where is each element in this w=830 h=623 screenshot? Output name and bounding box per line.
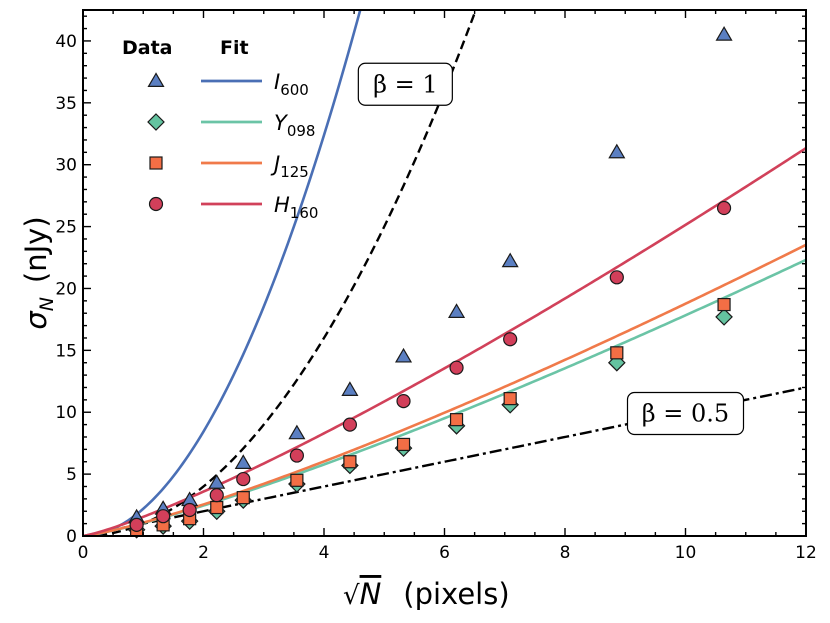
- annotation-label: β = 0.5: [642, 399, 729, 427]
- legend-row-j125: J125: [149, 152, 309, 181]
- x-tick-label: 2: [198, 543, 209, 563]
- annotation-box: β = 1: [357, 62, 453, 106]
- svg-text:σN(nJy): σN (nJy): [19, 216, 58, 329]
- marker-y098: [715, 308, 733, 326]
- marker-h160: [209, 488, 224, 503]
- legend-row-y098: Y098: [147, 111, 315, 140]
- y-axis-label-sub: N: [36, 297, 58, 311]
- y-tick-label: 15: [55, 341, 77, 361]
- fit-lines: [83, 10, 806, 536]
- marker-h160: [289, 448, 304, 463]
- marker-j125: [396, 437, 411, 452]
- y-tick-label: 25: [55, 218, 77, 238]
- marker-h160: [129, 517, 144, 532]
- marker-h160: [182, 502, 197, 518]
- x-tick-label: 8: [560, 543, 571, 563]
- axis-ticks: [82, 10, 807, 537]
- marker-h160: [716, 200, 732, 216]
- marker-j125: [717, 297, 731, 312]
- marker-j125: [236, 491, 250, 505]
- marker-j125: [449, 413, 464, 427]
- legend-label-sub: 160: [290, 204, 319, 222]
- legend-row-i600: I600: [147, 70, 309, 99]
- marker-h160: [503, 332, 518, 347]
- x-tick-label: 6: [439, 543, 450, 563]
- x-tick-label: 10: [675, 543, 697, 563]
- x-tick-label: 0: [78, 543, 89, 563]
- reference-line-beta-0.5: [83, 386, 805, 536]
- y-tick-label: 40: [55, 32, 77, 52]
- svg-text:√N(pixels): √N (pixels): [343, 577, 510, 611]
- legend-marker: [147, 72, 165, 88]
- y-tick-label: 5: [66, 465, 77, 485]
- fit-line-h160: [83, 146, 806, 536]
- marker-i600: [501, 252, 519, 268]
- marker-j125: [210, 500, 224, 515]
- legend-label-sub: 600: [280, 81, 309, 99]
- marker-j125: [290, 473, 304, 487]
- marker-h160: [396, 393, 411, 409]
- marker-h160: [609, 270, 624, 285]
- marker-h160: [449, 360, 464, 375]
- marker-i600: [608, 143, 626, 159]
- marker-j125: [343, 455, 357, 469]
- y-tick-label: 20: [55, 279, 77, 299]
- annotation-frame: [357, 62, 453, 106]
- legend-label: Y098: [274, 111, 315, 140]
- annotation-frame: [626, 391, 745, 436]
- marker-h160: [236, 471, 251, 487]
- marker-i600: [234, 454, 252, 469]
- fit-line-j125: [83, 243, 806, 536]
- marker-i600: [341, 381, 359, 396]
- marker-i600: [288, 424, 306, 440]
- y-tick-label: 30: [55, 156, 77, 176]
- legend-label: H160: [274, 193, 318, 222]
- x-axis-label: √N (pixels): [343, 577, 510, 611]
- legend-marker: [149, 156, 163, 170]
- x-axis-label-var: N: [360, 577, 382, 611]
- legend-marker: [147, 113, 165, 131]
- tick-labels: 0 2 4 6 8 10 12 0 5 10 15 20 25 30 35 40: [55, 32, 816, 563]
- marker-h160: [156, 509, 171, 524]
- legend-fit-header: Fit: [220, 37, 249, 59]
- y-tick-label: 10: [55, 403, 77, 423]
- legend-marker: [148, 196, 164, 212]
- legend-label-sub: 098: [287, 122, 316, 140]
- y-tick-label: 0: [66, 527, 77, 547]
- legend-rows: I600 Y098 J125 H160: [147, 70, 318, 222]
- y-axis-label: σN (nJy): [19, 216, 58, 329]
- legend-row-h160: H160: [148, 193, 318, 222]
- legend-label-name: I: [274, 70, 280, 94]
- annotation-label: β = 1: [373, 70, 438, 98]
- marker-i600: [394, 347, 413, 363]
- legend-label-name: J: [270, 152, 280, 176]
- x-tick-label: 4: [319, 543, 330, 563]
- annotation-box: β = 0.5: [626, 391, 745, 436]
- legend: Data Fit I600 Y098 J125 H160: [122, 37, 318, 222]
- legend-data-header: Data: [122, 37, 173, 59]
- marker-i600: [448, 303, 466, 318]
- y-tick-label: 35: [55, 94, 77, 114]
- reference-lines: [83, 10, 805, 536]
- y-axis-label-var: σ: [19, 310, 53, 330]
- legend-label: J125: [270, 152, 309, 181]
- legend-label-name: H: [274, 193, 290, 217]
- marker-i600: [715, 26, 733, 41]
- y-axis-label-unit: (nJy): [19, 216, 53, 283]
- x-tick-label: 12: [795, 543, 817, 563]
- marker-j125: [610, 346, 624, 360]
- legend-label: I600: [274, 70, 309, 99]
- annotations: β = 1 β = 0.5: [357, 62, 745, 436]
- fit-line-i600: [83, 10, 362, 536]
- reference-line-beta-1: [84, 10, 478, 536]
- legend-label-name: Y: [274, 111, 289, 135]
- marker-h160: [342, 417, 358, 432]
- data-markers: [127, 26, 733, 539]
- x-axis-label-prefix: √: [343, 581, 360, 611]
- marker-j125: [503, 392, 517, 406]
- x-axis-label-unit: (pixels): [403, 577, 509, 611]
- legend-label-sub: 125: [280, 163, 309, 181]
